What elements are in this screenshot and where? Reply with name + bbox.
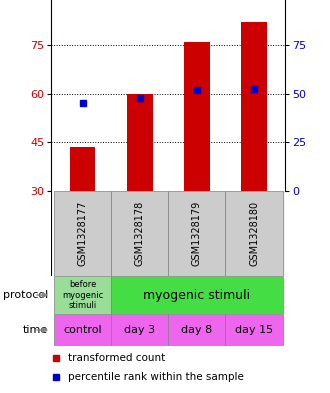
Bar <box>111 314 168 346</box>
Bar <box>184 42 210 191</box>
Bar <box>168 191 225 276</box>
Text: GSM1328177: GSM1328177 <box>78 201 87 266</box>
Text: day 8: day 8 <box>181 325 213 335</box>
Bar <box>168 314 225 346</box>
Text: time: time <box>23 325 48 335</box>
Text: GSM1328180: GSM1328180 <box>249 201 259 266</box>
Bar <box>54 191 111 276</box>
Bar <box>127 94 152 191</box>
Text: protocol: protocol <box>3 290 48 300</box>
Bar <box>225 314 282 346</box>
Text: percentile rank within the sample: percentile rank within the sample <box>68 372 244 382</box>
Text: before
myogenic
stimuli: before myogenic stimuli <box>62 280 103 310</box>
Bar <box>111 191 168 276</box>
Bar <box>54 276 111 314</box>
Bar <box>70 147 95 191</box>
Text: GSM1328178: GSM1328178 <box>135 201 145 266</box>
Text: myogenic stimuli: myogenic stimuli <box>143 288 250 301</box>
Text: day 3: day 3 <box>124 325 155 335</box>
Bar <box>241 22 267 191</box>
Bar <box>111 276 282 314</box>
Text: transformed count: transformed count <box>68 353 165 363</box>
Text: day 15: day 15 <box>235 325 273 335</box>
Text: control: control <box>63 325 102 335</box>
Bar <box>54 314 111 346</box>
Text: GSM1328179: GSM1328179 <box>192 201 202 266</box>
Bar <box>225 191 282 276</box>
